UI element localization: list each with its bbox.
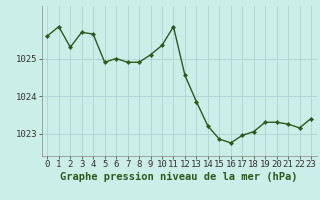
X-axis label: Graphe pression niveau de la mer (hPa): Graphe pression niveau de la mer (hPa) [60, 172, 298, 182]
